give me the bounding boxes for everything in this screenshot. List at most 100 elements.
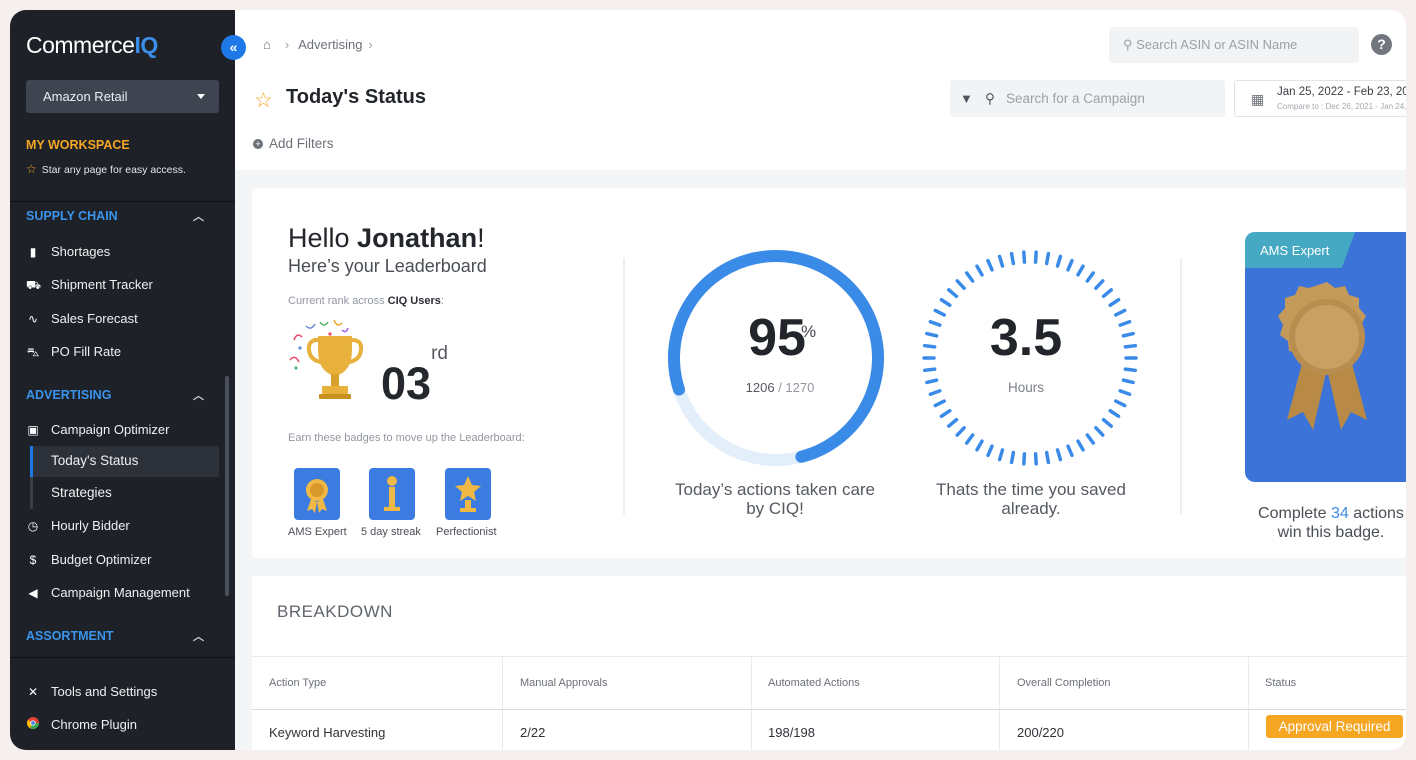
ams-expert-badge-icon[interactable]: [294, 468, 340, 520]
retailer-select[interactable]: Amazon Retail: [26, 80, 219, 113]
sidebar-item-budget-optimizer[interactable]: $ Budget Optimizer: [26, 550, 221, 570]
sidebar-item-todays-status[interactable]: Today's Status: [51, 453, 139, 468]
badge-ribbon: AMS Expert: [1245, 232, 1355, 268]
tools-icon: ✕: [27, 685, 39, 699]
add-filters-button[interactable]: + Add Filters: [253, 136, 334, 151]
campaign-search-input[interactable]: ▼ ⚲ Search for a Campaign: [950, 80, 1225, 117]
sidebar-item-po-fill-rate[interactable]: ⛍ PO Fill Rate: [26, 342, 221, 362]
tick-mark: [1123, 343, 1138, 349]
breadcrumb-advertising[interactable]: Advertising: [298, 37, 363, 52]
tick-mark: [1066, 444, 1074, 458]
home-icon[interactable]: ⌂: [263, 37, 271, 52]
column-divider: [502, 710, 503, 750]
chevron-right-icon: ›: [368, 37, 373, 52]
tick-mark: [1085, 433, 1096, 445]
table-row[interactable]: Keyword Harvesting 2/22 198/198 200/220 …: [252, 710, 1406, 750]
tick-mark: [1118, 319, 1132, 327]
tick-mark: [947, 417, 959, 428]
sidebar-item-campaign-management[interactable]: ◀ Campaign Management: [26, 583, 221, 603]
help-icon[interactable]: ?: [1371, 34, 1392, 55]
search-icon: ⚲: [1123, 37, 1137, 52]
tick-ring: [922, 250, 1138, 466]
tick-mark: [1055, 254, 1063, 268]
campaign-icon: ▣: [27, 423, 39, 437]
progress-arc: [668, 250, 884, 463]
tick-mark: [964, 433, 975, 445]
page-title: Today's Status: [286, 86, 426, 108]
table-cell: Keyword Harvesting: [269, 725, 386, 740]
tick-mark: [928, 319, 942, 327]
badge-progress-text: Complete 34 actions win this badge.: [1258, 505, 1404, 541]
date-range-picker[interactable]: ▦ Jan 25, 2022 - Feb 23, 2022 Compare to…: [1234, 80, 1406, 117]
section-advertising[interactable]: ADVERTISING ︿: [26, 388, 204, 402]
calendar-icon: ▦: [1251, 91, 1265, 107]
sidebar-item-hourly-bidder[interactable]: ◷ Hourly Bidder: [26, 516, 221, 536]
divider: [10, 201, 235, 202]
column-divider: [751, 710, 752, 750]
top-bar: ⌂ › Advertising › ⚲ Search ASIN or ASIN Na…: [235, 10, 1406, 170]
status-badge[interactable]: Approval Required: [1266, 715, 1403, 738]
column-divider: [502, 657, 503, 709]
sidebar-item-sales-forecast[interactable]: ∿ Sales Forecast: [26, 309, 221, 329]
perfectionist-badge-icon[interactable]: [445, 468, 491, 520]
day-streak-badge-icon[interactable]: [369, 468, 415, 520]
tick-mark: [947, 288, 959, 299]
tick-mark: [1121, 331, 1135, 338]
column-header[interactable]: Status: [1265, 677, 1297, 689]
table-cell: 200/220: [1017, 725, 1064, 740]
tick-mark: [922, 367, 937, 373]
table-cell: 2/22: [520, 725, 546, 740]
hours-caption: Thats the time you saved already.: [936, 480, 1126, 518]
search-asin-input[interactable]: ⚲ Search ASIN or ASIN Name: [1109, 27, 1359, 63]
badge-label: 5 day streak: [361, 526, 421, 538]
tick-mark: [1055, 448, 1063, 462]
column-header[interactable]: Action Type: [269, 677, 327, 689]
badge-label: Perfectionist: [436, 526, 497, 538]
nav-tree-line: [30, 477, 33, 509]
featured-badge-card[interactable]: AMS Expert: [1245, 232, 1406, 482]
column-header[interactable]: Manual Approvals: [520, 677, 608, 689]
column-header[interactable]: Automated Actions: [768, 677, 860, 689]
actions-caption: Today’s actions taken care by CIQ!: [674, 480, 876, 518]
actions-progress-ring: [668, 250, 884, 466]
logo[interactable]: CommerceIQ: [26, 32, 158, 58]
section-supply-chain[interactable]: SUPPLY CHAIN ︿: [26, 209, 204, 223]
tick-mark: [1121, 378, 1135, 385]
tick-mark: [1108, 409, 1121, 418]
tick-mark: [1009, 450, 1016, 465]
tick-mark: [1022, 452, 1027, 466]
tick-mark: [1033, 452, 1038, 466]
workspace-hint: ☆ Star any page for easy access.: [26, 162, 186, 176]
sidebar-item-shortages[interactable]: ▮ Shortages: [26, 242, 221, 262]
hours-unit: Hours: [1007, 380, 1044, 395]
sidebar-item-campaign-optimizer[interactable]: ▣ Campaign Optimizer: [26, 420, 221, 440]
chrome-icon: [26, 715, 40, 735]
tick-mark: [1085, 271, 1096, 283]
chevron-up-icon: ︿: [193, 211, 204, 223]
sidebar-item-tools-settings[interactable]: ✕ Tools and Settings: [26, 682, 221, 702]
sidebar-item-chrome-plugin[interactable]: Chrome Plugin: [26, 715, 221, 735]
tick-mark: [986, 258, 994, 272]
column-header[interactable]: Overall Completion: [1017, 677, 1111, 689]
tick-mark: [1022, 250, 1027, 264]
section-assortment[interactable]: ASSORTMENT ︿: [26, 629, 204, 643]
sidebar-item-shipment-tracker[interactable]: ⛟ Shipment Tracker: [26, 275, 221, 295]
divider: [1180, 258, 1182, 514]
collapse-sidebar-button[interactable]: «: [221, 35, 246, 60]
favorite-star-icon[interactable]: ☆: [254, 89, 273, 112]
column-divider: [999, 657, 1000, 709]
tick-mark: [1118, 389, 1132, 397]
dollar-icon: $: [29, 553, 37, 567]
trend-wave-icon: ∿: [27, 312, 39, 326]
tick-mark: [933, 399, 946, 408]
sidebar-item-strategies[interactable]: Strategies: [51, 485, 112, 500]
app-frame: CommerceIQ Amazon Retail MY WORKSPACE ☆ S…: [10, 10, 1406, 750]
filter-icon[interactable]: ▼: [960, 91, 973, 106]
tick-mark: [922, 343, 937, 349]
percent-symbol: %: [801, 322, 817, 341]
star-icon: ☆: [26, 162, 37, 176]
chevron-up-icon: ︿: [193, 390, 204, 402]
chevron-up-icon: ︿: [193, 631, 204, 643]
clock-icon: ◷: [27, 519, 39, 533]
sidebar-scrollbar[interactable]: [225, 376, 229, 596]
